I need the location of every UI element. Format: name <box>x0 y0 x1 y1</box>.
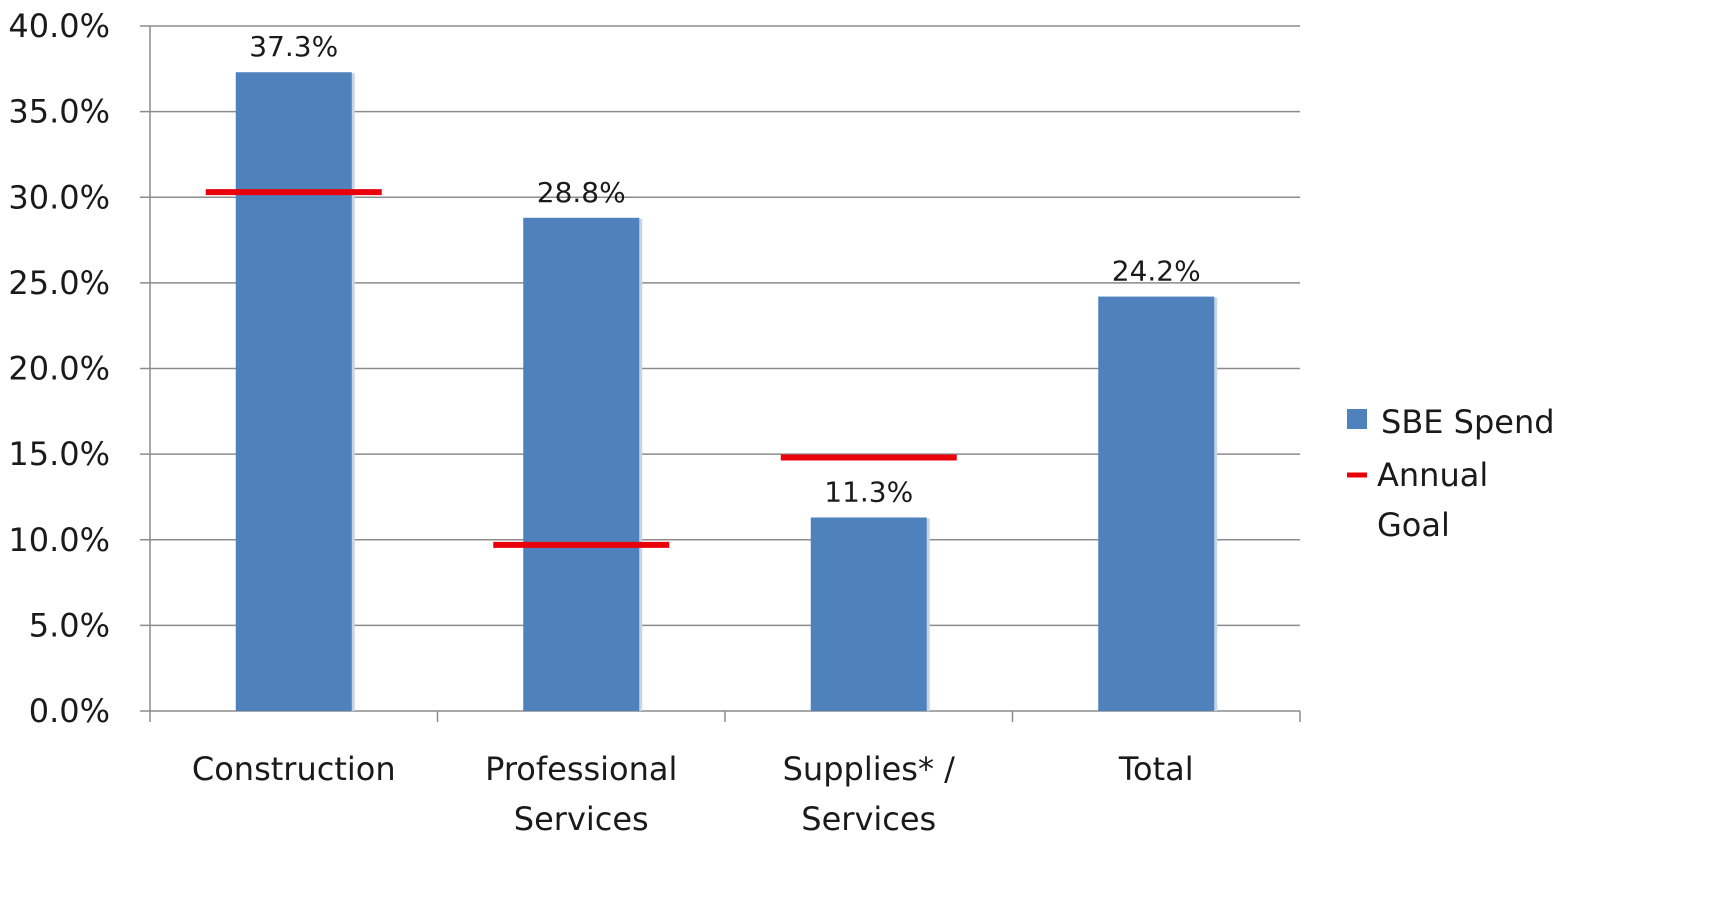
bar-series-sbe-spend <box>235 72 1218 712</box>
marker-series-annual-goal <box>205 189 957 548</box>
y-tick-label: 25.0% <box>8 264 110 302</box>
x-category-label-line: Construction <box>192 750 396 788</box>
x-category-label-line: Professional <box>485 750 677 788</box>
y-tick-label: 10.0% <box>8 521 110 559</box>
x-category-label-line: Services <box>514 800 649 838</box>
legend: SBE Spend Annual Goal <box>1347 403 1555 544</box>
x-category-label-line: Services <box>801 800 936 838</box>
x-category-label: Professional Services <box>485 750 677 838</box>
x-category-label: Supplies* / Services <box>783 750 956 838</box>
data-label: 24.2% <box>1112 255 1201 288</box>
y-tick-label: 40.0% <box>8 7 110 45</box>
legend-swatch-sbe-spend <box>1347 409 1367 429</box>
data-label: 28.8% <box>537 176 626 209</box>
legend-label-line: Annual <box>1377 456 1488 494</box>
bar <box>523 217 640 712</box>
y-tick-label: 5.0% <box>29 606 110 644</box>
data-label: 37.3% <box>249 30 338 63</box>
data-label: 11.3% <box>824 475 913 508</box>
y-axis-tick-labels: 0.0% 5.0% 10.0% 15.0% 20.0% 25.0% 30.0% 35.0% 40… <box>8 7 110 730</box>
y-tick-label: 35.0% <box>8 93 110 131</box>
x-category-label-line: Total <box>1118 750 1194 788</box>
legend-label-annual-goal: Annual Goal <box>1377 456 1488 544</box>
x-axis-category-labels: Construction Professional ServicesSupplies… <box>192 750 1194 838</box>
bar <box>235 72 352 712</box>
legend-label-sbe-spend: SBE Spend <box>1381 403 1555 441</box>
x-category-label-line: Supplies* / <box>783 750 956 788</box>
bar <box>810 517 927 711</box>
y-tick-label: 30.0% <box>8 178 110 216</box>
data-labels: 37.3% 28.8% 11.3% 24.2% <box>249 30 1200 508</box>
y-tick-label: 20.0% <box>8 350 110 388</box>
y-tick-label: 0.0% <box>29 692 110 730</box>
y-tick-label: 15.0% <box>8 435 110 473</box>
x-category-label: Construction <box>192 750 396 788</box>
legend-label-line: Goal <box>1377 506 1450 544</box>
x-category-label: Total <box>1118 750 1194 788</box>
bar <box>1098 296 1215 711</box>
